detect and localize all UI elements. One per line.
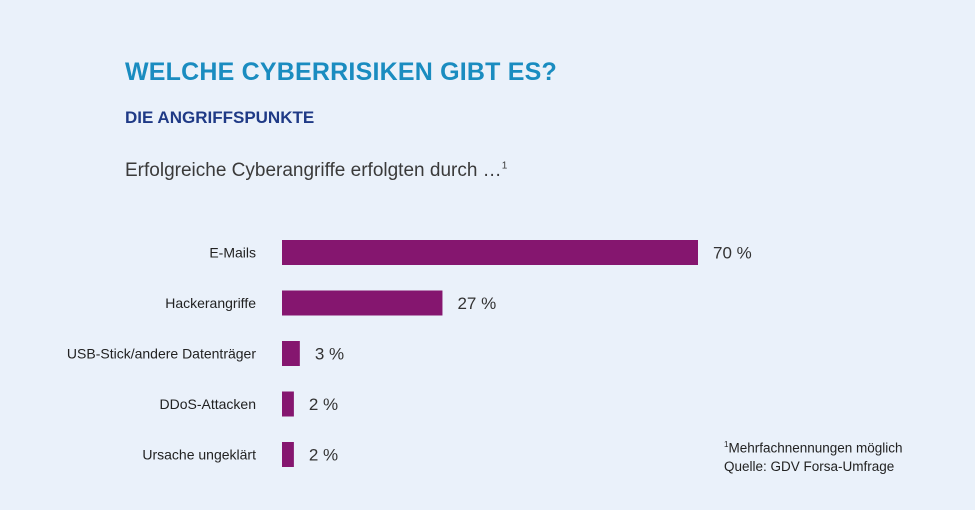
- intro-text: Erfolgreiche Cyberangriffe erfolgten dur…: [125, 160, 502, 181]
- value-label: 27 %: [457, 294, 496, 313]
- category-label: Hackerangriffe: [165, 295, 256, 311]
- footnote-source: Quelle: GDV Forsa-Umfrage: [724, 458, 895, 474]
- category-label: Ursache ungeklärt: [142, 447, 256, 463]
- footnote: 1Mehrfachnennungen möglich Quelle: GDV F…: [724, 436, 903, 476]
- bar: [282, 290, 443, 316]
- bar: [282, 341, 300, 366]
- footnote-line-1: 1Mehrfachnennungen möglich: [724, 436, 903, 458]
- bar: [282, 442, 294, 467]
- intro-footnote-marker: 1: [501, 160, 508, 172]
- bar: [282, 240, 698, 265]
- chart-title: WELCHE CYBERRISIKEN GIBT ES?: [125, 58, 558, 86]
- value-label: 70 %: [713, 244, 752, 263]
- chart-intro: Erfolgreiche Cyberangriffe erfolgten dur…: [125, 160, 507, 182]
- chart-subtitle: DIE ANGRIFFSPUNKTE: [125, 108, 315, 127]
- category-label: E-Mails: [209, 245, 256, 261]
- value-label: 2 %: [309, 395, 338, 414]
- value-label: 2 %: [309, 446, 338, 465]
- category-label: USB-Stick/andere Datenträger: [67, 346, 256, 362]
- footnote-marker: 1: [724, 440, 729, 449]
- bar: [282, 391, 294, 417]
- category-label: DDoS-Attacken: [160, 396, 256, 412]
- footnote-text: Mehrfachnennungen möglich: [728, 440, 903, 456]
- value-label: 3 %: [315, 345, 344, 364]
